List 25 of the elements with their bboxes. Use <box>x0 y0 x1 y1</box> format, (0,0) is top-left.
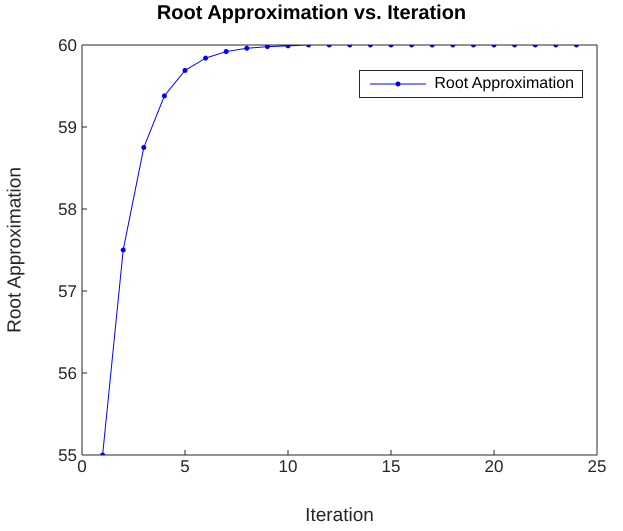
point <box>264 45 270 50</box>
point <box>182 68 188 73</box>
x-tick-label: 5 <box>180 457 190 476</box>
x-tick-label: 10 <box>278 457 298 476</box>
legend-label: Root Approximation <box>434 75 574 93</box>
x-tick-label: 25 <box>588 457 606 476</box>
point <box>286 45 290 48</box>
y-tick-label: 56 <box>58 364 77 384</box>
x-tick-label: 0 <box>77 457 87 476</box>
y-tick-label: 55 <box>58 446 77 466</box>
y-tick-label: 58 <box>58 200 77 220</box>
y-tick-label: 57 <box>58 282 77 302</box>
x-tick-label: 15 <box>382 457 400 476</box>
point <box>224 49 229 54</box>
x-axis-title: Iteration <box>305 505 374 526</box>
point <box>244 46 250 51</box>
point <box>141 145 146 150</box>
x-tick-label: 20 <box>484 457 504 476</box>
chart-title: Root Approximation vs. Iteration <box>156 2 468 25</box>
point <box>162 93 167 98</box>
point <box>203 56 208 61</box>
y-axis-title: Root Approximation <box>4 167 26 333</box>
y-tick-label: 60 <box>58 36 77 56</box>
point <box>120 248 126 252</box>
y-tick-label: 59 <box>58 118 77 138</box>
